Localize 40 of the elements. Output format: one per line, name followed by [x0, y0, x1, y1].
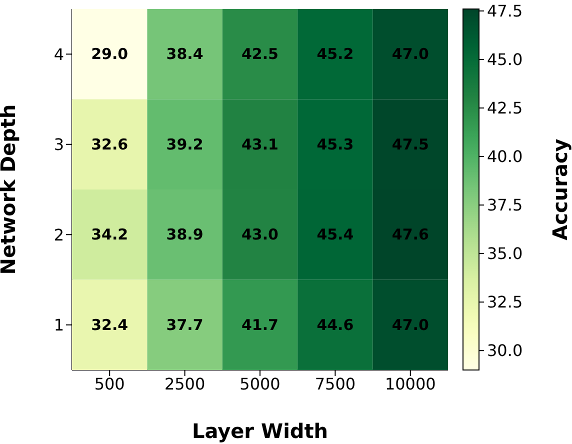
data-label: 42.5	[241, 45, 279, 64]
y-tick-label: 1	[54, 316, 64, 335]
color-bar-label: 47.5	[487, 1, 523, 20]
data-label: 47.6	[392, 226, 429, 244]
data-label: 39.2	[166, 135, 204, 154]
data-label: 41.7	[241, 316, 279, 334]
data-label: 47.0	[392, 45, 429, 64]
data-label: 37.7	[166, 316, 204, 334]
data-label: 32.4	[91, 316, 128, 334]
x-tick-label: 500	[94, 374, 125, 394]
data-label: 43.1	[241, 135, 279, 154]
x-tick-label: 5000	[240, 374, 280, 394]
y-tick-label: 4	[54, 44, 64, 64]
color-bar-label: 35.0	[487, 244, 523, 264]
data-label: 44.6	[316, 316, 354, 334]
data-label: 32.6	[91, 135, 128, 154]
color-bar-label: 32.5	[487, 292, 523, 312]
y-tick-label: 3	[54, 135, 64, 154]
data-label: 43.0	[241, 226, 279, 244]
color-bar-title: Accuracy	[548, 138, 572, 240]
x-tick-label: 7500	[314, 374, 356, 394]
data-label: 45.4	[316, 226, 354, 244]
color-bar-label: 30.0	[487, 341, 523, 360]
y-axis-title: Network Depth	[0, 104, 20, 275]
color-bar-label: 37.5	[487, 196, 523, 215]
data-label: 38.9	[166, 226, 204, 244]
data-label: 34.2	[91, 226, 128, 244]
x-tick-label: 2500	[164, 374, 206, 394]
color-bar-label: 42.5	[487, 98, 523, 118]
data-label: 29.0	[91, 45, 128, 64]
y-tick-label: 2	[54, 225, 64, 244]
color-bar-label: 45.0	[487, 50, 523, 69]
data-label: 45.3	[316, 135, 354, 154]
data-label: 47.5	[392, 135, 429, 154]
x-tick-label: 10000	[384, 374, 436, 394]
color-bar-label: 40.0	[487, 147, 523, 166]
x-axis-title: Layer Width	[192, 419, 328, 443]
data-label: 38.4	[166, 45, 204, 64]
data-label: 47.0	[392, 316, 429, 334]
data-label: 45.2	[316, 45, 354, 64]
